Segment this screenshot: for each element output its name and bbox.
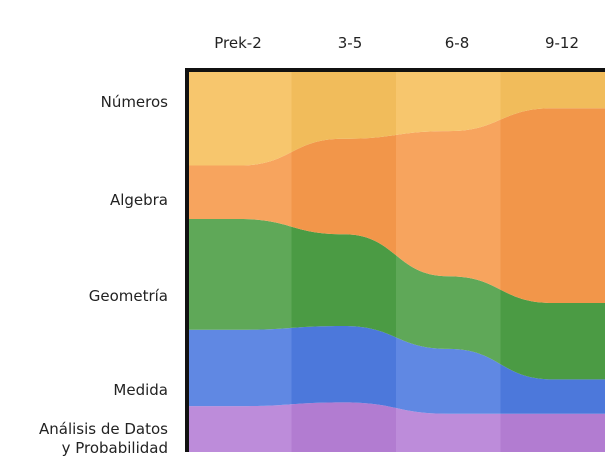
column-band-prek-2 <box>187 70 292 452</box>
row-label-analisis-de-datos: Análisis de Datos <box>39 420 168 439</box>
column-band-9-12 <box>501 70 605 452</box>
row-label-algebra: Algebra <box>110 191 168 210</box>
row-label-medida: Medida <box>113 381 168 400</box>
column-label-prek-2: Prek-2 <box>214 34 262 52</box>
column-label-9-12: 9-12 <box>545 34 579 52</box>
row-label-geometria: Geometría <box>89 287 168 306</box>
column-band-6-8 <box>396 70 501 452</box>
row-label-y-probabilidad: y Probabilidad <box>62 439 168 458</box>
column-label-3-5: 3-5 <box>338 34 363 52</box>
row-label-numeros: Números <box>101 93 168 112</box>
column-label-6-8: 6-8 <box>445 34 470 52</box>
grade-column-bands <box>187 70 605 452</box>
column-band-3-5 <box>292 70 397 452</box>
